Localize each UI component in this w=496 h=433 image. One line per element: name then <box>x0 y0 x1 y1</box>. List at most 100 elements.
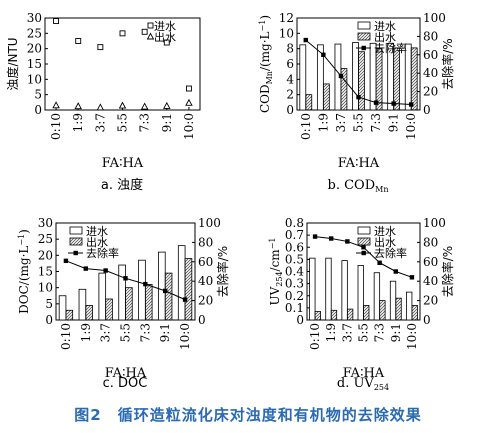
y2-tick-label: 0 <box>423 103 431 117</box>
y-axis-label-part: DOC/(mg·L <box>17 246 31 314</box>
legend-swatch-marker <box>361 250 366 256</box>
x-axis-label: FA∶HA <box>102 156 144 171</box>
x-tick-label: 9:1 <box>160 113 174 132</box>
x-axis-label: FA∶HA <box>105 366 147 381</box>
chart-caption: b. CODMn <box>328 178 389 194</box>
x-tick-label: 1:9 <box>71 113 85 132</box>
bar-inflow <box>341 260 348 321</box>
y2-axis-label: 去除率/% <box>440 38 455 89</box>
x-tick-label: 5:5 <box>352 113 366 132</box>
y-axis-label-part: UV <box>268 286 282 305</box>
bar-inflow <box>316 44 324 111</box>
y2-tick-label: 20 <box>423 85 438 99</box>
y2-tick-label: 80 <box>423 29 438 43</box>
y-axis-label-part: −1 <box>17 234 26 246</box>
y2-tick-label: 20 <box>423 294 438 308</box>
data-point-outflow <box>140 102 149 110</box>
y-tick-label: 0.7 <box>285 228 304 242</box>
chart-caption-main: b. COD <box>328 178 376 193</box>
removal-rate-point <box>303 37 308 43</box>
bar-inflow <box>352 42 359 111</box>
bar-outflow <box>379 300 386 321</box>
bar-inflow <box>138 259 146 321</box>
bar-inflow <box>373 272 381 321</box>
x-tick-label: 3:7 <box>93 113 107 132</box>
legend-label: 去除率 <box>374 246 407 260</box>
removal-rate-point <box>123 276 128 281</box>
bar-inflow <box>299 44 307 111</box>
y-tick-label: 30 <box>38 216 53 230</box>
y-tick-label: 25 <box>27 26 42 40</box>
x-tick-label: 5:5 <box>357 323 371 342</box>
bar-inflow <box>118 264 126 321</box>
legend-swatch-marker <box>73 250 78 256</box>
bar-inflow <box>78 288 87 321</box>
y-tick-label: 0.4 <box>285 265 304 279</box>
removal-rate-point <box>393 269 398 274</box>
y-axis-label-part: −1 <box>268 237 277 249</box>
removal-rate-point <box>63 258 69 264</box>
x-tick-label: 3:7 <box>334 113 348 132</box>
removal-rate-point <box>83 266 88 271</box>
bar-outflow <box>184 258 193 321</box>
removal-rate-point <box>377 260 382 265</box>
x-tick-label: 7:3 <box>138 113 152 132</box>
bar-outflow <box>144 284 153 321</box>
removal-rate-point <box>329 236 334 241</box>
legend-label: 出水 <box>374 235 396 249</box>
y-tick-label: 6 <box>286 57 294 71</box>
data-point-outflow <box>163 101 171 109</box>
removal-rate-point <box>143 281 148 287</box>
x-axis-label: FA∶HA <box>338 156 380 171</box>
x-axis-label: FA∶HA <box>343 366 385 381</box>
bar-outflow <box>363 305 370 321</box>
y2-tick-label: 100 <box>423 11 446 25</box>
y-axis-label-part: −1 <box>258 20 267 32</box>
y2-tick-label: 100 <box>198 216 221 230</box>
y-tick-label: 0.5 <box>285 252 304 266</box>
y2-tick-label: 40 <box>198 274 213 288</box>
legend-swatch-outflow <box>69 237 83 246</box>
y2-tick-label: 0 <box>423 313 431 327</box>
y-tick-label: 0 <box>45 313 53 327</box>
y-tick-label: 2 <box>286 88 294 102</box>
bar-outflow <box>330 309 338 321</box>
legend-swatch-inflow <box>69 226 83 235</box>
x-tick-label: 0:10 <box>59 323 73 350</box>
y2-tick-label: 100 <box>423 216 446 230</box>
data-point-inflow <box>185 85 192 92</box>
y2-axis-label: 去除率/% <box>440 246 455 297</box>
legend-label: 出水 <box>86 235 108 249</box>
data-point-inflow <box>75 38 82 44</box>
x-tick-label: 10:0 <box>182 113 196 140</box>
y-tick-label: 0 <box>34 103 42 117</box>
legend-label: 进水 <box>374 20 396 33</box>
bar-inflow <box>177 245 186 321</box>
removal-rate-point <box>361 245 366 250</box>
legend-label: 去除率 <box>86 246 119 260</box>
x-tick-label: 3:7 <box>340 323 354 342</box>
y-axis-label: DOC/(mg·L−1) <box>17 229 31 314</box>
y-tick-label: 12 <box>279 11 294 25</box>
bar-inflow <box>389 280 397 321</box>
legend-swatch-inflow <box>147 22 154 29</box>
chart-caption-sub: 254 <box>374 383 389 392</box>
x-tick-label: 7:3 <box>138 323 152 342</box>
y-tick-label: 5 <box>34 88 42 102</box>
removal-rate-point <box>409 102 414 107</box>
bar-outflow <box>105 298 113 321</box>
y-tick-label: 15 <box>38 265 53 279</box>
y-tick-label: 10 <box>38 281 53 295</box>
y-tick-label: 4 <box>286 72 294 86</box>
y2-tick-label: 60 <box>423 255 438 269</box>
x-tick-label: 7:3 <box>369 113 383 132</box>
data-point-outflow <box>118 101 127 109</box>
x-tick-label: 10:0 <box>405 323 419 350</box>
chart-caption: a. 浊度 <box>101 177 143 193</box>
data-point-outflow <box>96 103 105 111</box>
legend-swatch-outflow <box>357 32 371 41</box>
data-point-outflow <box>52 101 60 109</box>
